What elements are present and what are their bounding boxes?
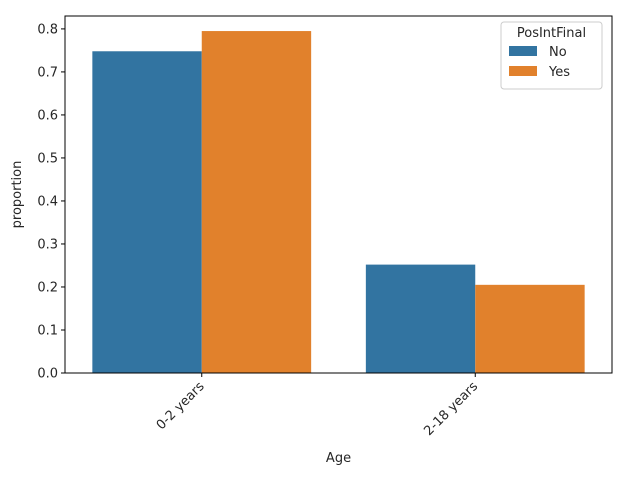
legend-label-no: No (549, 45, 567, 60)
y-axis-label: proportion (10, 161, 25, 229)
bar-yes-0 (201, 31, 312, 373)
y-tick-label: 0.3 (37, 237, 58, 252)
y-axis: 0.0 0.1 0.2 0.3 0.4 0.5 0.6 0.7 0.8 (37, 22, 65, 382)
y-tick-label: 0.4 (37, 194, 58, 209)
x-axis-label: Age (326, 451, 351, 466)
legend-title: PosIntFinal (517, 26, 586, 41)
y-tick-label: 0.1 (37, 323, 58, 338)
x-axis: 0-2 years 2-18 years (154, 373, 481, 439)
y-tick-label: 0.6 (37, 108, 58, 123)
plot-frame (64, 15, 613, 374)
legend-swatch-yes (509, 66, 537, 76)
y-tick-label: 0.7 (37, 65, 58, 80)
y-tick-label: 0.0 (37, 367, 58, 382)
legend-label-yes: Yes (548, 65, 570, 80)
legend-swatch-no (509, 46, 537, 56)
legend-items: No Yes (509, 45, 570, 80)
legend: PosIntFinal No Yes (500, 21, 603, 90)
y-tick-label: 0.2 (37, 280, 58, 295)
y-tick-label: 0.5 (37, 151, 58, 166)
bar-yes-1 (475, 284, 585, 373)
bar-no-1 (365, 264, 476, 373)
y-tick-label: 0.8 (37, 22, 58, 37)
bars-group (92, 31, 585, 374)
bar-no-0 (92, 51, 202, 374)
x-tick-label: 2-18 years (421, 379, 481, 439)
x-tick-label: 0-2 years (154, 379, 208, 433)
